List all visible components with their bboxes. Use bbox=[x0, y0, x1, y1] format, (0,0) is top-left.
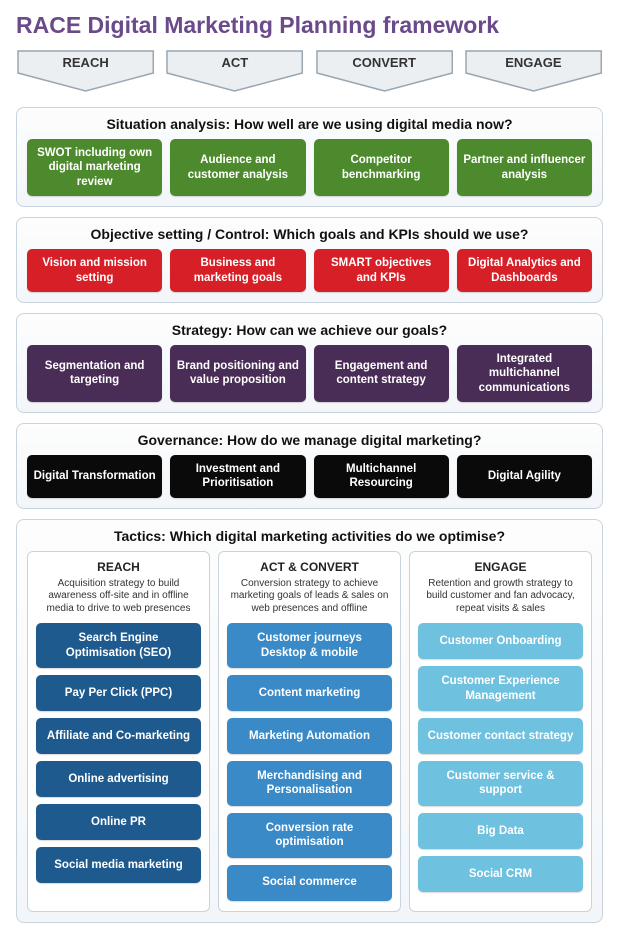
section: Objective setting / Control: Which goals… bbox=[16, 217, 603, 303]
section: Situation analysis: How well are we usin… bbox=[16, 107, 603, 207]
chevron-label: ACT bbox=[165, 55, 304, 70]
tactic-card: Merchandising and Personalisation bbox=[227, 761, 392, 806]
card: Segmentation and targeting bbox=[27, 345, 162, 402]
section-title: Strategy: How can we achieve our goals? bbox=[27, 322, 592, 338]
card: Digital Analytics and Dashboards bbox=[457, 249, 592, 292]
tactic-card: Online advertising bbox=[36, 761, 201, 797]
tactics-col-title: ENGAGE bbox=[418, 560, 583, 574]
tactic-card: Customer Experience Management bbox=[418, 666, 583, 711]
section-title: Situation analysis: How well are we usin… bbox=[27, 116, 592, 132]
tactic-card: Marketing Automation bbox=[227, 718, 392, 754]
card: Partner and influencer analysis bbox=[457, 139, 592, 196]
tactic-card: Search Engine Optimisation (SEO) bbox=[36, 623, 201, 668]
section-title: Governance: How do we manage digital mar… bbox=[27, 432, 592, 448]
chevron-label: CONVERT bbox=[315, 55, 454, 70]
card: Digital Transformation bbox=[27, 455, 162, 498]
section: Governance: How do we manage digital mar… bbox=[16, 423, 603, 509]
card-row: SWOT including own digital marketing rev… bbox=[27, 139, 592, 196]
tactics-title: Tactics: Which digital marketing activit… bbox=[27, 528, 592, 544]
chevron-engage: ENGAGE bbox=[464, 49, 603, 93]
chevron-row: REACH ACT CONVERT ENGAGE bbox=[16, 49, 603, 93]
section: Strategy: How can we achieve our goals? S… bbox=[16, 313, 603, 413]
card: Vision and mission setting bbox=[27, 249, 162, 292]
section-title: Objective setting / Control: Which goals… bbox=[27, 226, 592, 242]
tactics-column: ACT & CONVERT Conversion strategy to achi… bbox=[218, 551, 401, 912]
page-title: RACE Digital Marketing Planning framewor… bbox=[16, 12, 603, 39]
tactics-column: REACH Acquisition strategy to build aware… bbox=[27, 551, 210, 912]
card: Investment and Prioritisation bbox=[170, 455, 305, 498]
tactic-card: Pay Per Click (PPC) bbox=[36, 675, 201, 711]
tactic-card: Social commerce bbox=[227, 865, 392, 901]
tactics-col-desc: Acquisition strategy to build awareness … bbox=[36, 578, 201, 616]
card: Digital Agility bbox=[457, 455, 592, 498]
tactic-card: Big Data bbox=[418, 813, 583, 849]
tactic-card: Affiliate and Co-marketing bbox=[36, 718, 201, 754]
tactics-col-title: REACH bbox=[36, 560, 201, 574]
card: SWOT including own digital marketing rev… bbox=[27, 139, 162, 196]
card: Multichannel Resourcing bbox=[314, 455, 449, 498]
card: Audience and customer analysis bbox=[170, 139, 305, 196]
card-row: Digital TransformationInvestment and Pri… bbox=[27, 455, 592, 498]
card: Competitor benchmarking bbox=[314, 139, 449, 196]
tactic-card: Customer Onboarding bbox=[418, 623, 583, 659]
chevron-act: ACT bbox=[165, 49, 304, 93]
chevron-label: ENGAGE bbox=[464, 55, 603, 70]
tactic-card: Customer contact strategy bbox=[418, 718, 583, 754]
card-row: Segmentation and targetingBrand position… bbox=[27, 345, 592, 402]
tactic-card: Social media marketing bbox=[36, 847, 201, 883]
card: Business and marketing goals bbox=[170, 249, 305, 292]
tactics-col-desc: Retention and growth strategy to build c… bbox=[418, 578, 583, 616]
tactic-card: Customer journeys Desktop & mobile bbox=[227, 623, 392, 668]
chevron-label: REACH bbox=[16, 55, 155, 70]
card-row: Vision and mission settingBusiness and m… bbox=[27, 249, 592, 292]
card: Engagement and content strategy bbox=[314, 345, 449, 402]
tactic-card: Conversion rate optimisation bbox=[227, 813, 392, 858]
tactics-section: Tactics: Which digital marketing activit… bbox=[16, 519, 603, 923]
tactics-col-title: ACT & CONVERT bbox=[227, 560, 392, 574]
card: Brand positioning and value proposition bbox=[170, 345, 305, 402]
tactic-card: Content marketing bbox=[227, 675, 392, 711]
tactics-column: ENGAGE Retention and growth strategy to b… bbox=[409, 551, 592, 912]
tactic-card: Online PR bbox=[36, 804, 201, 840]
chevron-reach: REACH bbox=[16, 49, 155, 93]
tactics-col-desc: Conversion strategy to achieve marketing… bbox=[227, 578, 392, 616]
tactic-card: Customer service & support bbox=[418, 761, 583, 806]
card: Integrated multichannel communications bbox=[457, 345, 592, 402]
card: SMART objectives and KPIs bbox=[314, 249, 449, 292]
chevron-convert: CONVERT bbox=[315, 49, 454, 93]
tactic-card: Social CRM bbox=[418, 856, 583, 892]
